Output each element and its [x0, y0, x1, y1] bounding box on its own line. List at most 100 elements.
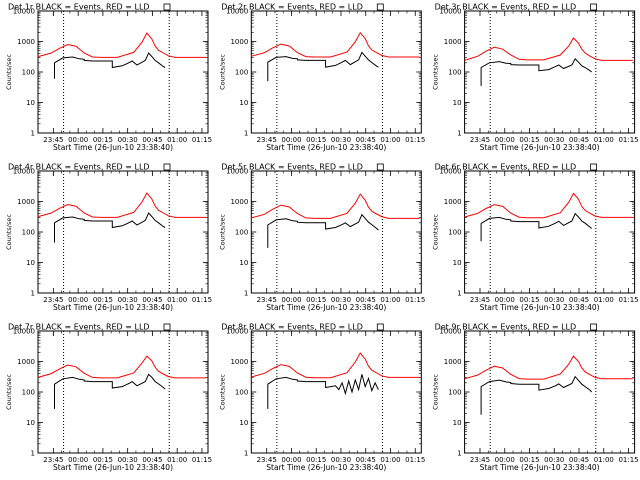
legend-box: [376, 163, 384, 171]
x-tick-label: 01:15: [192, 456, 212, 464]
x-tick-label: 23:45: [470, 456, 490, 464]
x-tick-label: 23:45: [43, 136, 63, 144]
y-tick-label: 10: [239, 259, 248, 267]
x-tick-label: 00:45: [142, 136, 162, 144]
legend-box: [590, 3, 597, 11]
x-tick-label: 01:15: [618, 136, 638, 144]
y-tick-label: 1000: [444, 38, 462, 46]
y-tick-label: 10000: [226, 168, 248, 176]
events-series-line: [480, 57, 593, 86]
x-tick-label: 00:30: [544, 296, 564, 304]
legend-box: [376, 3, 384, 11]
y-axis-label: Counts/sec: [5, 214, 13, 250]
x-tick-label: 23:45: [257, 296, 277, 304]
y-tick-label: 100: [235, 69, 248, 77]
x-tick-label: 00:30: [331, 136, 351, 144]
x-tick-label: 01:00: [594, 136, 614, 144]
x-axis-label: Start Time (26-Jun-10 23:38:40): [480, 463, 600, 472]
y-axis-label: Counts/sec: [432, 214, 440, 250]
x-tick-label: 01:00: [167, 136, 187, 144]
x-tick-label: 00:00: [495, 136, 515, 144]
x-tick-label: 00:15: [519, 456, 539, 464]
x-tick-label: 00:45: [356, 456, 376, 464]
y-tick-label: 1000: [17, 198, 35, 206]
panel-title: Det 8r BLACK = Events, RED = LLD: [221, 323, 363, 332]
y-tick-label: 10: [239, 419, 248, 427]
x-tick-label: 01:00: [167, 296, 187, 304]
x-tick-label: 00:45: [356, 136, 376, 144]
x-tick-label: 00:30: [331, 296, 351, 304]
lld-series-line: [464, 37, 633, 61]
lld-series-line: [251, 193, 420, 219]
detector-panel: Det 3r BLACK = Events, RED = LLD 1 10 100 10…: [432, 3, 639, 153]
y-tick-label: 1000: [444, 358, 462, 366]
x-tick-label: 01:00: [380, 136, 400, 144]
panel-title: Det 2r BLACK = Events, RED = LLD: [221, 3, 363, 12]
y-tick-label: 1: [31, 450, 35, 458]
x-tick-label: 01:15: [405, 456, 425, 464]
y-tick-label: 1: [244, 130, 248, 138]
events-series-line: [54, 373, 166, 409]
y-tick-label: 1000: [230, 38, 248, 46]
x-tick-label: 23:45: [470, 136, 490, 144]
y-tick-label: 1: [31, 290, 35, 298]
legend-box: [163, 163, 171, 171]
y-tick-label: 10000: [13, 168, 35, 176]
x-tick-label: 01:15: [405, 296, 425, 304]
x-tick-label: 00:30: [118, 456, 138, 464]
y-tick-label: 1000: [17, 38, 35, 46]
y-axis-label: Counts/sec: [432, 374, 440, 410]
x-tick-label: 01:00: [594, 296, 614, 304]
y-tick-label: 1: [244, 290, 248, 298]
events-series-line: [54, 52, 166, 79]
y-tick-label: 10000: [226, 328, 248, 336]
legend-box: [590, 163, 597, 171]
x-tick-label: 00:30: [331, 456, 351, 464]
y-tick-label: 1: [244, 450, 248, 458]
x-tick-label: 00:00: [68, 296, 88, 304]
x-tick-label: 00:30: [544, 456, 564, 464]
x-tick-label: 01:15: [618, 296, 638, 304]
y-tick-label: 1: [457, 290, 461, 298]
y-tick-label: 10: [26, 419, 35, 427]
x-tick-label: 00:45: [569, 296, 589, 304]
detector-panel: Det 9r BLACK = Events, RED = LLD 1 10 100 10…: [432, 323, 639, 473]
x-axis-label: Start Time (26-Jun-10 23:38:40): [266, 463, 386, 472]
x-tick-label: 01:00: [167, 456, 187, 464]
x-tick-label: 00:45: [142, 296, 162, 304]
lld-series-line: [464, 192, 633, 219]
x-tick-label: 00:00: [281, 456, 301, 464]
panel-title: Det 1r BLACK = Events, RED = LLD: [8, 3, 150, 12]
y-tick-label: 100: [235, 389, 248, 397]
x-tick-label: 01:15: [192, 296, 212, 304]
x-tick-label: 01:15: [192, 136, 212, 144]
legend-box: [163, 3, 171, 11]
detector-panel: Det 2r BLACK = Events, RED = LLD 1 10 100 10…: [218, 3, 425, 153]
x-tick-label: 00:00: [281, 136, 301, 144]
x-tick-label: 23:45: [43, 296, 63, 304]
x-axis-label: Start Time (26-Jun-10 23:38:40): [480, 143, 600, 152]
y-tick-label: 10: [26, 259, 35, 267]
x-tick-label: 00:45: [569, 136, 589, 144]
x-tick-label: 01:00: [380, 296, 400, 304]
y-tick-label: 1000: [17, 358, 35, 366]
y-tick-label: 1: [457, 130, 461, 138]
y-tick-label: 100: [448, 69, 461, 77]
detector-panel: Det 7r BLACK = Events, RED = LLD 1 10 100 10…: [5, 323, 212, 473]
y-tick-label: 10000: [13, 8, 35, 16]
legend-box: [590, 323, 597, 331]
lld-series-line: [251, 31, 420, 58]
y-tick-label: 10: [239, 99, 248, 107]
y-tick-label: 1000: [230, 198, 248, 206]
x-axis-label: Start Time (26-Jun-10 23:38:40): [53, 463, 173, 472]
x-tick-label: 00:00: [281, 296, 301, 304]
x-tick-label: 23:45: [257, 136, 277, 144]
x-tick-label: 00:00: [68, 136, 88, 144]
x-tick-label: 01:00: [380, 456, 400, 464]
panel-title: Det 6r BLACK = Events, RED = LLD: [435, 163, 577, 172]
y-tick-label: 100: [22, 229, 35, 237]
x-tick-label: 01:15: [405, 136, 425, 144]
x-axis-label: Start Time (26-Jun-10 23:38:40): [480, 303, 600, 312]
lld-series-line: [251, 352, 420, 379]
y-tick-label: 10: [453, 99, 462, 107]
